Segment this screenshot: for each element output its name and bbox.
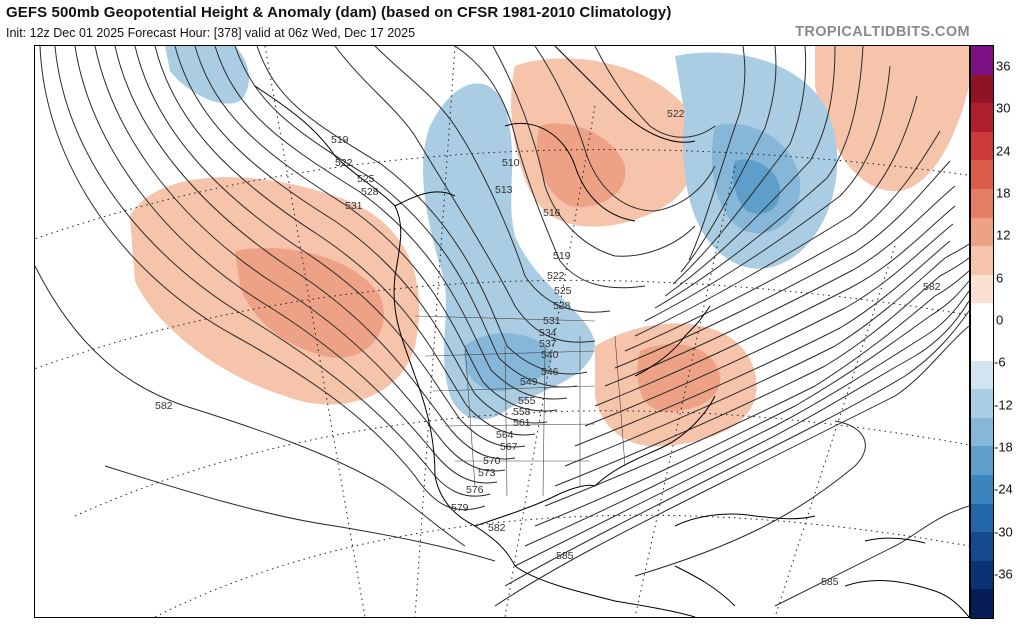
colorbar-segment bbox=[971, 331, 993, 361]
contour-label: 528 bbox=[553, 300, 571, 312]
contour-label: 522 bbox=[335, 157, 353, 169]
chart-subtitle: Init: 12z Dec 01 2025 Forecast Hour: [37… bbox=[6, 26, 416, 40]
colorbar-segment bbox=[971, 74, 993, 104]
contour-label: 537 bbox=[539, 338, 557, 350]
contour-label: 534 bbox=[539, 327, 557, 339]
contour-label: 519 bbox=[553, 250, 571, 262]
colorbar-segment bbox=[971, 589, 993, 618]
cold-anomaly-central bbox=[423, 83, 595, 420]
chart-title: GEFS 500mb Geopotential Height & Anomaly… bbox=[6, 4, 672, 21]
contour-label: 513 bbox=[495, 184, 513, 196]
contour-label: 582 bbox=[488, 522, 506, 534]
anomaly-shading bbox=[130, 46, 969, 447]
contour-label: 522 bbox=[547, 270, 565, 282]
warm-anomaly-pacific-core bbox=[235, 248, 384, 358]
colorbar-tick-label: 6 bbox=[996, 270, 1004, 286]
colorbar-tick-label: -18 bbox=[994, 439, 1013, 455]
contour-label: 567 bbox=[500, 441, 518, 453]
contour-label: 561 bbox=[513, 417, 531, 429]
contour-label: 558 bbox=[513, 406, 531, 418]
colorbar-segment bbox=[971, 160, 993, 189]
colorbar-segment bbox=[971, 246, 993, 275]
colorbar-tick-label: -36 bbox=[994, 566, 1013, 582]
contour-label: 570 bbox=[483, 455, 501, 467]
contour-label: 531 bbox=[345, 200, 363, 212]
colorbar-tick-label: 36 bbox=[996, 58, 1011, 74]
colorbar-segment bbox=[971, 532, 993, 561]
height-contours bbox=[35, 46, 969, 607]
contour-label: 585 bbox=[556, 550, 574, 562]
colorbar-tick-label: 12 bbox=[996, 227, 1011, 243]
contour-label: 546 bbox=[541, 366, 559, 378]
map-panel: 519 522 525 528 531 510 513 516 519 522 … bbox=[34, 45, 970, 618]
map-svg: 519 522 525 528 531 510 513 516 519 522 … bbox=[35, 46, 969, 617]
colorbar-tick-label: 18 bbox=[996, 185, 1011, 201]
contour-label: 585 bbox=[821, 576, 839, 588]
contour-label: 516 bbox=[543, 207, 561, 219]
colorbar-segment bbox=[971, 303, 993, 332]
contour-label: 525 bbox=[357, 173, 375, 185]
contour-label: 576 bbox=[466, 484, 484, 496]
colorbar-segment bbox=[971, 474, 993, 504]
contour-label: 582 bbox=[155, 400, 173, 412]
contour-label: 525 bbox=[554, 285, 572, 297]
contour-label: 528 bbox=[361, 186, 379, 198]
colorbar-segment bbox=[971, 131, 993, 161]
warm-anomaly-atlantic bbox=[815, 46, 969, 192]
colorbar-segment bbox=[971, 188, 993, 218]
colorbar-segment bbox=[971, 46, 993, 75]
contour-labels: 519 522 525 528 531 510 513 516 519 522 … bbox=[155, 108, 941, 588]
contour-label: 579 bbox=[451, 502, 469, 514]
colorbar-tick-label: -30 bbox=[994, 524, 1013, 540]
colorbar-tick-label: 30 bbox=[996, 100, 1011, 116]
contour-label: 540 bbox=[541, 349, 559, 361]
colorbar bbox=[970, 45, 994, 619]
contour-label: 531 bbox=[543, 315, 561, 327]
colorbar-tick-label: 0 bbox=[996, 312, 1004, 328]
colorbar-segment bbox=[971, 274, 993, 304]
cold-anomaly-alaska bbox=[165, 46, 250, 104]
colorbar-tick-label: -12 bbox=[994, 397, 1013, 413]
contour-label: 522 bbox=[667, 108, 685, 120]
colorbar-segment bbox=[971, 389, 993, 418]
contour-label: 582 bbox=[923, 281, 941, 293]
colorbar-segment bbox=[971, 417, 993, 447]
colorbar-tick-label: -24 bbox=[994, 481, 1013, 497]
contour-label: 555 bbox=[518, 395, 536, 407]
contour-label: 573 bbox=[478, 467, 496, 479]
colorbar-segment bbox=[971, 103, 993, 132]
colorbar-tick-label: 24 bbox=[996, 143, 1011, 159]
contour-label: 549 bbox=[520, 376, 538, 388]
contour-label: 510 bbox=[502, 157, 520, 169]
colorbar-tick-label: -6 bbox=[994, 354, 1006, 370]
colorbar-segment bbox=[971, 560, 993, 590]
state-borders bbox=[414, 315, 626, 497]
brand-watermark[interactable]: TROPICALTIDBITS.COM bbox=[795, 24, 970, 40]
colorbar-segment bbox=[971, 446, 993, 475]
colorbar-segment bbox=[971, 503, 993, 533]
contour-label: 519 bbox=[331, 134, 349, 146]
coastlines bbox=[254, 46, 969, 617]
contour-label: 564 bbox=[496, 429, 514, 441]
colorbar-segment bbox=[971, 360, 993, 390]
cold-anomaly-central-core bbox=[464, 333, 552, 392]
graticule bbox=[35, 46, 969, 617]
colorbar-segment bbox=[971, 217, 993, 247]
